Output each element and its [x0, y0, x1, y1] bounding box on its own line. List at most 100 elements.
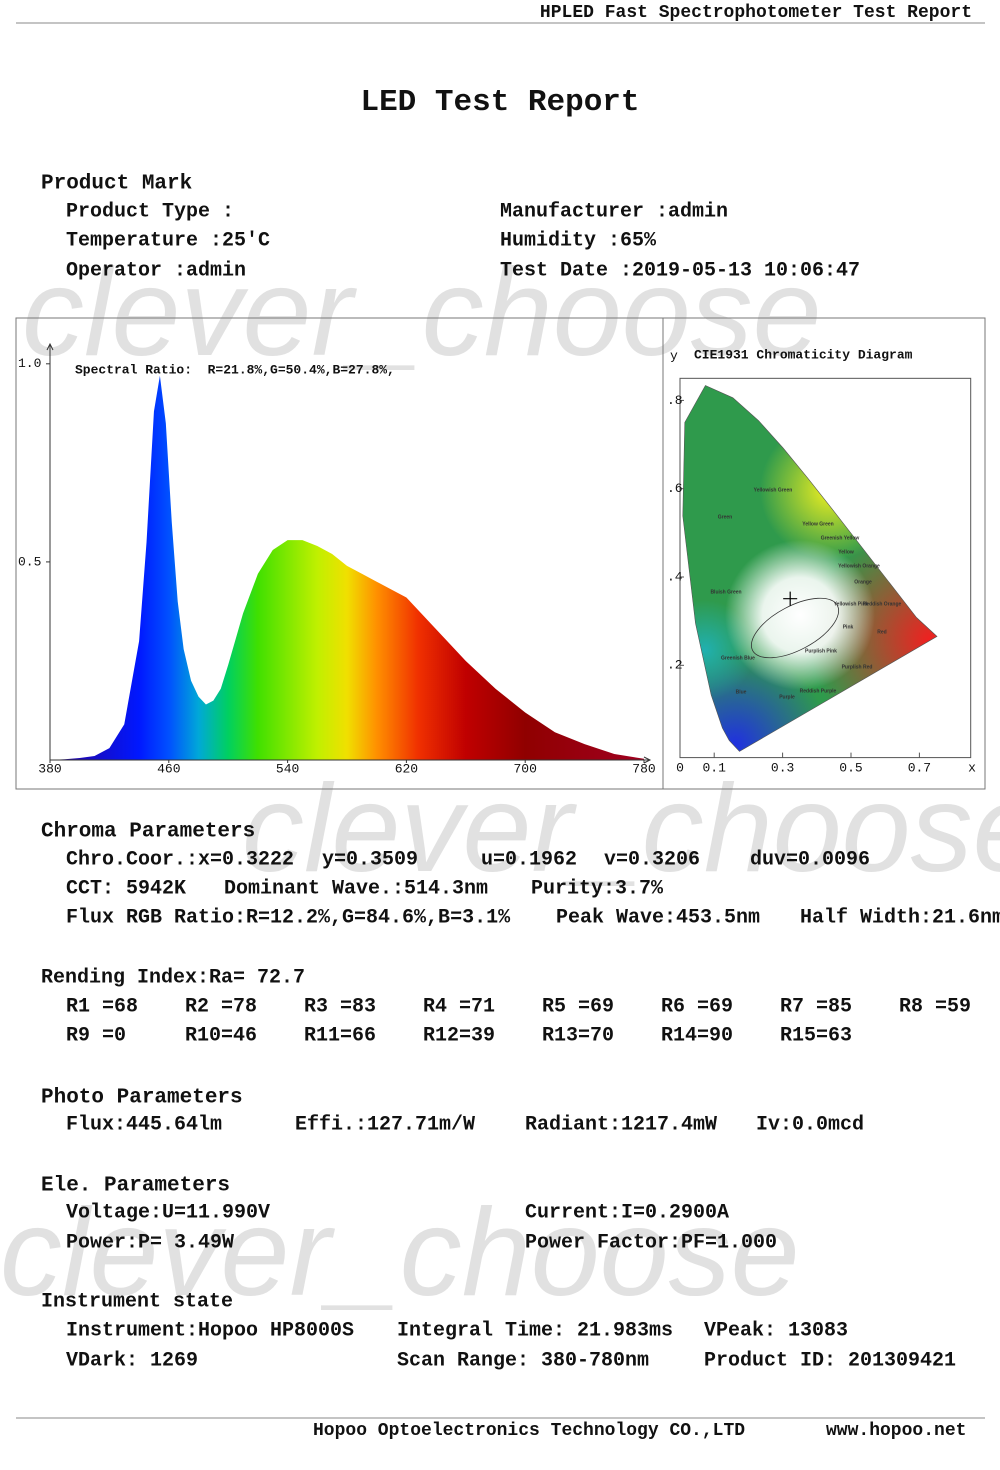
field-text: Dominant Wave.:514.3nm [224, 877, 488, 900]
y-axis-arrow [46, 342, 54, 351]
watermarks: clever_choose clever_choose clever_choose [0, 244, 1000, 1322]
field-text: R8 =59 [899, 995, 971, 1018]
x-axis-arrow [643, 756, 652, 764]
footer-company: Hopoo Optoelectronics Technology CO.,LTD [313, 1421, 745, 1441]
field-text: duv=0.0096 [750, 848, 870, 871]
field-text: Flux RGB Ratio:R=12.2%,G=84.6%,B=3.1% [66, 906, 511, 929]
field-text: Product ID: 201309421 [704, 1349, 956, 1372]
field-text: Product Type : [66, 200, 234, 223]
region-label: Reddish Purple [800, 688, 837, 694]
field-text: R6 =69 [661, 995, 733, 1018]
field-text: Humidity :65% [500, 229, 657, 252]
instrument-section: Instrument state Instrument:Hopoo HP8000S… [41, 1290, 956, 1372]
field-text: Purity:3.7% [531, 877, 664, 900]
field-text: R12=39 [423, 1024, 495, 1047]
x-tick-label: 460 [157, 761, 180, 776]
field-text: CCT: 5942K [66, 877, 186, 900]
y-tick-label: .2 [667, 658, 683, 673]
x-axis-label: x [968, 760, 976, 775]
spectral-ratio: Spectral Ratio: R=21.8%,G=50.4%,B=27.8%, [75, 362, 395, 377]
watermark: clever_choose [0, 1184, 800, 1322]
field-text: Test Date :2019-05-13 10:06:47 [500, 259, 860, 282]
product-mark-section: Product Mark Product Type : Manufacturer :… [41, 173, 860, 283]
field-text: R5 =69 [542, 995, 614, 1018]
report-title: LED Test Report [360, 85, 639, 120]
y-tick-label: .8 [667, 393, 683, 408]
field-text: R2 =78 [185, 995, 257, 1018]
region-label: Blue [736, 689, 747, 695]
diagram-title: CIE1931 Chromaticity Diagram [694, 347, 913, 362]
x-tick-label: 700 [513, 761, 536, 776]
region-label: Green [718, 514, 732, 520]
region-label: Red [877, 629, 886, 635]
field-text: Chro.Coor.:x=0.3222 [66, 848, 294, 871]
region-label: Bluish Green [710, 589, 741, 595]
section-heading: Instrument state [41, 1290, 233, 1313]
header-text: HPLED Fast Spectrophotometer Test Report [540, 3, 972, 23]
region-label: Pink [843, 624, 854, 630]
field-text: Power:P= 3.49W [66, 1231, 234, 1254]
region-label: Greenish Blue [721, 655, 755, 661]
plot-box [679, 377, 972, 759]
spectrum-chart: 0.5 1.0 380 460 540 620 700 780 Spectral Ratio: … [18, 342, 656, 776]
planckian-region [750, 597, 840, 659]
y-tick-label: 0.5 [18, 554, 41, 569]
field-text: VPeak: 13083 [704, 1319, 848, 1342]
y-tick-label: 1.0 [18, 356, 41, 371]
electrical-section: Ele. Parameters Voltage:U=11.990V Current:… [41, 1175, 777, 1255]
watermark: clever_choose [22, 244, 822, 382]
region-label: Yellowish Pink [834, 601, 869, 607]
field-text: Scan Range: 380-780nm [397, 1349, 649, 1372]
photo-section: Photo Parameters Flux:445.64lm Effi.:127.7… [41, 1087, 864, 1137]
x-tick-label: 0.5 [839, 760, 862, 775]
field-text: Iv:0.0mcd [756, 1113, 864, 1136]
section-heading: Product Mark [41, 173, 192, 196]
field-text: Radiant:1217.4mW [525, 1113, 717, 1136]
section-heading: Ele. Parameters [41, 1175, 230, 1198]
field-text: Flux:445.64lm [66, 1113, 222, 1136]
field-text: R3 =83 [304, 995, 376, 1018]
spectrum-area [50, 375, 644, 760]
field-text: R13=70 [542, 1024, 614, 1047]
field-text: Peak Wave:453.5nm [556, 906, 760, 929]
field-text: Current:I=0.2900A [525, 1201, 729, 1224]
section-heading: Photo Parameters [41, 1087, 243, 1110]
region-label: Purplish Pink [805, 648, 837, 654]
x-tick-label: 0.1 [702, 760, 726, 775]
field-text: Instrument:Hopoo HP8000S [66, 1319, 354, 1342]
region-label: Purplish Red [842, 664, 873, 670]
field-text: VDark: 1269 [66, 1349, 198, 1372]
chromaticity-point [783, 591, 798, 606]
field-text: R10=46 [185, 1024, 257, 1047]
y-axis-label: y [670, 348, 678, 363]
field-text: R11=66 [304, 1024, 376, 1047]
field-text: Effi.:127.71m/W [295, 1113, 475, 1136]
field-text: R15=63 [780, 1024, 852, 1047]
region-label: Purple [779, 694, 795, 700]
region-label: Orange [854, 579, 872, 585]
spectral-locus [682, 385, 938, 752]
region-label: Reddish Orange [863, 601, 902, 607]
section-heading: Chroma Parameters [41, 821, 255, 844]
field-text: R9 =0 [66, 1024, 126, 1047]
field-text: v=0.3206 [604, 848, 700, 871]
field-text: y=0.3509 [322, 848, 418, 871]
x-tick-label: 780 [632, 761, 655, 776]
field-text: R14=90 [661, 1024, 733, 1047]
section-heading: Rending Index:Ra= 72.7 [41, 966, 305, 989]
x-tick-label: 0 [676, 760, 684, 775]
region-label: Yellowish Orange [838, 563, 880, 569]
region-label: Yellow [838, 549, 854, 555]
x-tick-label: 380 [38, 761, 61, 776]
field-text: Operator :admin [66, 259, 246, 282]
x-tick-label: 0.3 [771, 760, 794, 775]
chart-frame [15, 317, 986, 790]
region-label: Greenish Yellow [821, 535, 860, 541]
x-tick-label: 540 [276, 761, 299, 776]
x-tick-label: 620 [395, 761, 418, 776]
field-text: Power Factor:PF=1.000 [525, 1231, 777, 1254]
x-tick-label: 0.7 [908, 760, 931, 775]
field-text: R7 =85 [780, 995, 852, 1018]
field-text: Integral Time: 21.983ms [397, 1319, 673, 1342]
